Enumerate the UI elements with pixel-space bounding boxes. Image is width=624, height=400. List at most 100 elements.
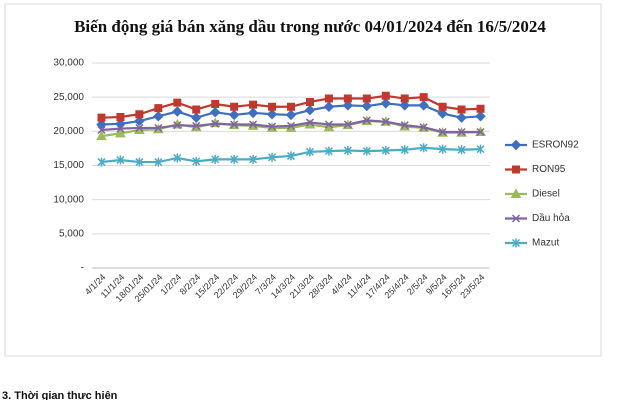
marker [135, 123, 144, 132]
marker [381, 145, 390, 155]
marker [323, 101, 335, 112]
marker [476, 127, 485, 137]
marker [438, 127, 447, 137]
marker [230, 120, 239, 129]
marker [287, 102, 295, 111]
legend-label: ESRON92 [532, 140, 579, 151]
y-tick-label: 20,000 [53, 126, 84, 137]
marker [97, 113, 106, 122]
marker [457, 127, 466, 137]
marker [343, 120, 352, 129]
marker [380, 98, 391, 109]
marker [268, 152, 277, 162]
marker [116, 112, 125, 121]
marker [324, 146, 333, 156]
marker [305, 97, 314, 106]
legend-label: Mazut [532, 238, 559, 249]
legend-marker [511, 238, 521, 248]
marker [115, 127, 126, 138]
chart-title: Biến động giá bán xăng dầu trong nước 04… [74, 17, 546, 36]
marker [343, 145, 352, 155]
marker [457, 105, 466, 114]
marker [97, 157, 106, 167]
y-tick-label: 25,000 [53, 92, 84, 103]
marker [116, 124, 125, 133]
marker [268, 102, 277, 111]
marker [173, 153, 182, 163]
legend-label: Dầu hỏa [532, 212, 570, 224]
marker [249, 100, 258, 109]
marker [173, 121, 182, 130]
chart-frame [4, 3, 602, 357]
marker [268, 122, 277, 131]
marker [400, 145, 409, 155]
marker [304, 104, 316, 116]
y-tick-label: 5,000 [59, 228, 84, 239]
marker [285, 109, 297, 121]
marker [457, 145, 466, 155]
marker [286, 121, 296, 130]
marker [154, 104, 163, 113]
marker [209, 106, 221, 118]
marker [247, 107, 259, 119]
marker [266, 109, 278, 120]
marker [362, 146, 371, 156]
marker [418, 100, 429, 111]
marker [324, 120, 333, 129]
marker [399, 100, 410, 111]
marker [438, 144, 447, 154]
marker [172, 106, 183, 117]
marker [305, 118, 314, 127]
marker [192, 105, 201, 114]
marker [153, 111, 164, 122]
marker [438, 102, 447, 111]
marker [192, 121, 201, 130]
marker [400, 94, 409, 103]
legend-marker [512, 165, 520, 174]
marker [230, 154, 239, 164]
marker [249, 154, 258, 164]
legend-marker [510, 188, 522, 198]
marker [419, 93, 428, 102]
marker [286, 151, 296, 161]
marker [361, 100, 373, 112]
marker [96, 130, 107, 141]
marker [437, 108, 448, 119]
marker [228, 109, 240, 121]
marker [362, 94, 371, 103]
legend-marker [510, 139, 522, 151]
y-tick-label: 30,000 [53, 58, 84, 69]
marker [192, 156, 201, 166]
marker [456, 112, 467, 123]
marker [116, 155, 125, 165]
marker [211, 119, 220, 128]
marker [154, 157, 163, 167]
marker [211, 100, 220, 108]
marker [154, 123, 163, 132]
marker [381, 91, 390, 100]
marker [135, 157, 144, 167]
marker [362, 116, 371, 125]
legend-marker [511, 214, 521, 223]
marker [343, 94, 352, 103]
marker [173, 98, 182, 107]
marker [475, 111, 486, 122]
marker [97, 125, 106, 134]
marker [211, 154, 220, 164]
legend-label: RON95 [532, 164, 566, 175]
marker [476, 104, 485, 113]
marker [230, 102, 239, 111]
marker [305, 147, 314, 157]
marker [381, 117, 390, 126]
marker [249, 120, 258, 129]
marker [400, 121, 409, 130]
marker [476, 144, 485, 154]
marker [419, 123, 428, 132]
y-tick-label: - [81, 263, 84, 274]
legend-label: Diesel [532, 189, 560, 200]
marker [342, 100, 354, 111]
marker [419, 143, 428, 153]
y-tick-label: 15,000 [53, 160, 84, 171]
marker [135, 110, 144, 119]
